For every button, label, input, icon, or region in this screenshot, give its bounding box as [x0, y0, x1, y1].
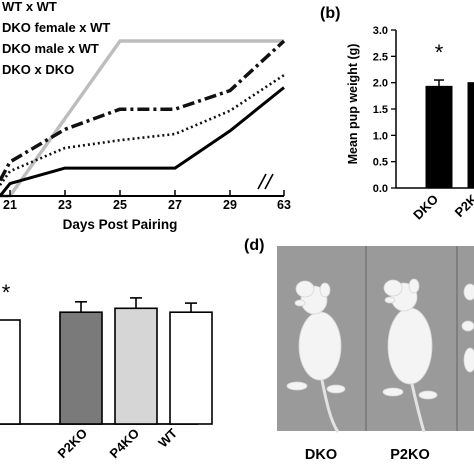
panel-a-x-tick-label: 27	[168, 198, 182, 212]
panel-c-bar-2	[114, 307, 158, 425]
mouse-partial-figure	[461, 283, 474, 373]
panel-b-y-tick-label: 0.0	[373, 183, 388, 195]
panel-a-legend: WT x WT DKO female x WT DKO male x WT DKO x…	[2, 0, 110, 77]
photo-panel-divider-2	[456, 246, 458, 431]
panel-c-x-label-1: P2KO	[54, 426, 90, 462]
panel-a-x-tick-label: 25	[113, 198, 127, 212]
panel-b-y-tick-label: 1.5	[373, 104, 388, 116]
panel-b-x-label-0: DKO	[410, 192, 441, 223]
panel-a-x-tick-label: 21	[3, 198, 17, 212]
panel-a-x-tick-label: 29	[223, 198, 237, 212]
panel-c-significance-star: *	[2, 280, 11, 305]
panel-b-y-tick-label: 0.5	[373, 157, 388, 169]
photo-panel-divider	[365, 246, 367, 431]
panel-a-line-chart: WT x WT DKO female x WT DKO male x WT DKO x…	[0, 0, 291, 232]
panel-a-series-line-1	[0, 39, 286, 182]
panel-c-bar-1	[59, 311, 103, 425]
photo-label-dko: DKO	[305, 447, 337, 463]
panel-b-bar-chart: (b) Mean pup weight (g) 0.0 0.5 1.0 1.5 2.0 2…	[320, 5, 474, 223]
panel-c-bar-3	[169, 311, 213, 425]
mouse-dko-figure	[286, 280, 346, 433]
panel-b-label: (b)	[320, 5, 340, 22]
panel-b-bar-1	[467, 82, 474, 189]
panel-b-bar-0	[425, 85, 453, 189]
panel-b-bars: *	[425, 40, 474, 189]
photo-label-p2ko: P2KO	[390, 447, 430, 463]
panel-b-y-tick-label: 1.0	[373, 130, 388, 142]
panel-c-x-labels: P2KO P4KO WT	[54, 425, 180, 461]
panel-b-x-labels: DKO P2K	[410, 191, 474, 222]
panel-c-x-label-3: WT	[155, 425, 180, 450]
panel-a-x-axis-label: Days Post Pairing	[63, 217, 178, 232]
panel-c-bar-chart: * P2KO P4KO WT	[0, 280, 213, 461]
panel-b-y-tick-label: 2.5	[373, 51, 388, 63]
mouse-p2ko-figure	[382, 278, 438, 433]
panel-a-axis-break	[257, 173, 274, 190]
panel-d-photo: (d)	[244, 237, 474, 463]
panel-c-x-label-2: P4KO	[106, 426, 142, 462]
panel-a-series-line-3	[0, 86, 285, 197]
panel-a-legend-entry-2: DKO male x WT	[2, 41, 99, 56]
panel-b-significance-star: *	[435, 40, 444, 65]
panel-b-y-axis-label: Mean pup weight (g)	[346, 44, 360, 165]
panel-b-y-tick-label: 2.0	[373, 78, 388, 90]
panel-c-bar-0	[0, 319, 21, 425]
panel-a-x-tick-label: 63	[277, 198, 291, 212]
panel-a-legend-entry-3: DKO x DKO	[2, 62, 74, 77]
panel-d-label: (d)	[244, 237, 264, 254]
panel-a-x-tick-label: 23	[58, 198, 72, 212]
panel-b-y-tick-label: 3.0	[373, 25, 388, 37]
panel-a-legend-entry-0: WT x WT	[2, 0, 57, 14]
panel-a-legend-entry-1: DKO female x WT	[2, 20, 110, 35]
panel-c-bars: *	[0, 280, 213, 425]
panel-a-x-ticks: 21 23 25 27 29 63	[3, 190, 291, 212]
panel-b-x-label-1: P2K	[452, 191, 474, 220]
panel-b-y-ticks: 0.0 0.5 1.0 1.5 2.0 2.5 3.0	[373, 25, 396, 195]
